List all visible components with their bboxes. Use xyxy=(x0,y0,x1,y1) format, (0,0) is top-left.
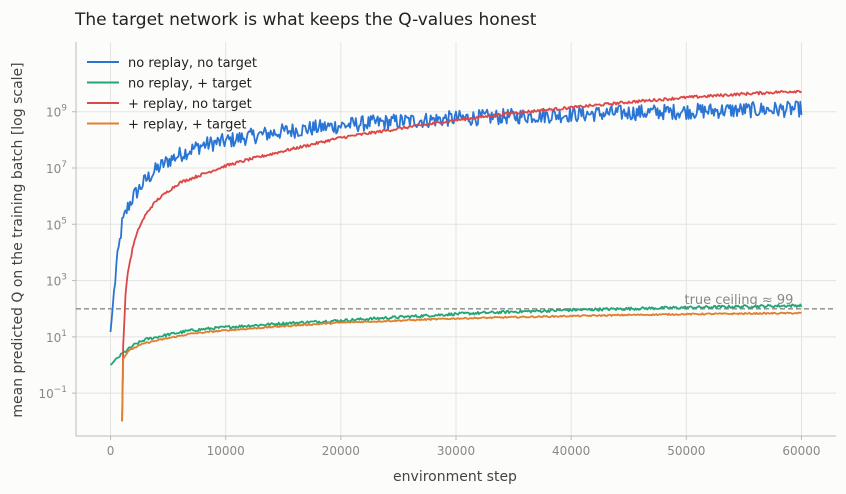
legend: no replay, no target no replay, + target +… xyxy=(87,56,257,133)
y-tick-label: 10−1 xyxy=(38,385,67,401)
legend-label: + replay, + target xyxy=(128,118,246,133)
legend-label: no replay, + target xyxy=(128,77,252,92)
y-tick-label: 107 xyxy=(46,160,67,176)
y-axis-label: mean predicted Q on the training batch [… xyxy=(10,62,26,417)
series-line-1 xyxy=(109,100,803,332)
series-line-3 xyxy=(121,89,802,422)
x-tick-label: 0 xyxy=(107,444,115,458)
chart-title: The target network is what keeps the Q-v… xyxy=(74,10,537,30)
x-tick-label: 10000 xyxy=(207,444,245,458)
y-tick-label: 101 xyxy=(46,329,67,345)
y-tick-label: 109 xyxy=(46,104,67,120)
series-line-2 xyxy=(109,303,803,366)
series-line-4 xyxy=(121,311,802,422)
x-tick-label: 30000 xyxy=(437,444,475,458)
x-axis-label: environment step xyxy=(393,469,517,485)
reference-line-group: true ceiling ≈ 99 xyxy=(76,293,836,310)
x-tick-label: 20000 xyxy=(322,444,360,458)
series-group xyxy=(109,89,803,422)
y-tick-label: 103 xyxy=(46,273,67,289)
axes: 0 10000 20000 30000 40000 50000 60000 10−1 101 10… xyxy=(38,42,836,458)
legend-label: no replay, no target xyxy=(128,56,257,71)
x-tick-label: 40000 xyxy=(552,444,590,458)
reference-line-label: true ceiling ≈ 99 xyxy=(684,293,793,308)
y-tick-label: 105 xyxy=(46,216,67,232)
x-tick-label: 60000 xyxy=(782,444,820,458)
legend-label: + replay, no target xyxy=(128,97,252,112)
x-tick-label: 50000 xyxy=(667,444,705,458)
